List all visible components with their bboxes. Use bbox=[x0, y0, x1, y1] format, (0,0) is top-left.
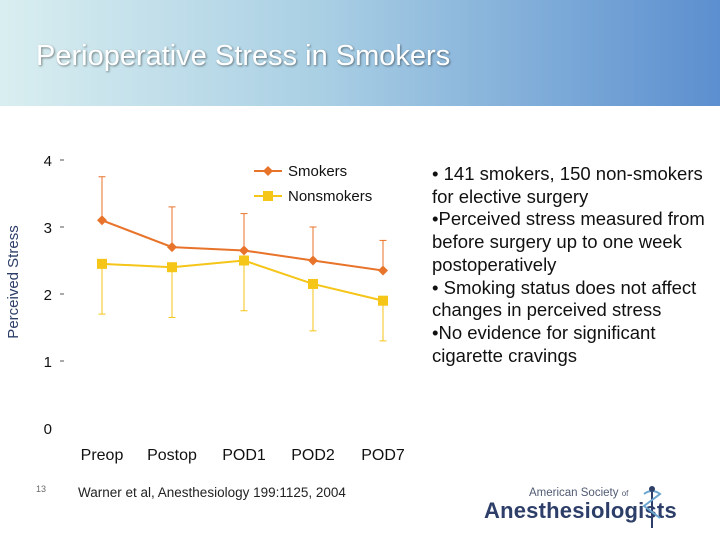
data-point bbox=[167, 262, 177, 273]
series-line-nonsmokers bbox=[101, 259, 384, 302]
y-axis-label: Perceived Stress bbox=[5, 225, 22, 338]
data-point bbox=[97, 215, 107, 226]
x-tick-label: POD1 bbox=[222, 447, 266, 464]
line-chart: Perceived Stress 0 1 2 3 4 Preop Postop POD1 POD2… bbox=[5, 153, 405, 464]
legend-label: Nonsmokers bbox=[288, 188, 372, 205]
data-point bbox=[239, 255, 249, 266]
x-tick-label: POD7 bbox=[361, 447, 405, 464]
data-point bbox=[308, 278, 318, 289]
y-tick-label: 2 bbox=[44, 287, 52, 304]
legend-marker bbox=[263, 166, 273, 176]
citation: Warner et al, Anesthesiology 199:1125, 2… bbox=[78, 485, 346, 500]
y-tick-label: 4 bbox=[44, 153, 52, 170]
data-point bbox=[378, 265, 388, 276]
legend-marker bbox=[263, 191, 273, 201]
bullet-item: • Smoking status does not affect changes… bbox=[432, 276, 697, 321]
caduceus-icon bbox=[642, 486, 662, 528]
asa-logo: American Society of Anesthesiologists bbox=[484, 484, 714, 530]
data-point bbox=[239, 245, 249, 256]
y-tick-label: 3 bbox=[44, 220, 52, 237]
slide-header: Perioperative Stress in Smokers bbox=[0, 0, 720, 106]
x-tick-label: Preop bbox=[81, 447, 124, 464]
data-point bbox=[167, 242, 177, 253]
x-tick-label: POD2 bbox=[291, 447, 335, 464]
data-point bbox=[378, 295, 388, 306]
slide-number: 13 bbox=[36, 484, 47, 494]
logo-line1-text: American Society bbox=[529, 487, 619, 499]
y-tick-label: 1 bbox=[44, 354, 52, 371]
legend-label: Smokers bbox=[288, 163, 347, 180]
bullet-list: • 141 smokers, 150 non-smokers for elect… bbox=[432, 163, 714, 367]
logo-line1: American Society of bbox=[529, 487, 628, 499]
bullet-item: • 141 smokers, 150 non-smokers for elect… bbox=[432, 163, 703, 207]
x-tick-label: Postop bbox=[147, 447, 197, 464]
bullet-item: •Perceived stress measured from before s… bbox=[432, 208, 705, 275]
slide-title: Perioperative Stress in Smokers bbox=[36, 40, 451, 72]
y-tick-label: 0 bbox=[44, 421, 52, 438]
bullet-item: •No evidence for significant cigarette c… bbox=[432, 321, 656, 366]
data-point bbox=[97, 258, 107, 269]
data-point bbox=[308, 255, 318, 266]
logo-line1-small: of bbox=[621, 489, 629, 498]
logo-line2: Anesthesiologists bbox=[484, 498, 677, 523]
